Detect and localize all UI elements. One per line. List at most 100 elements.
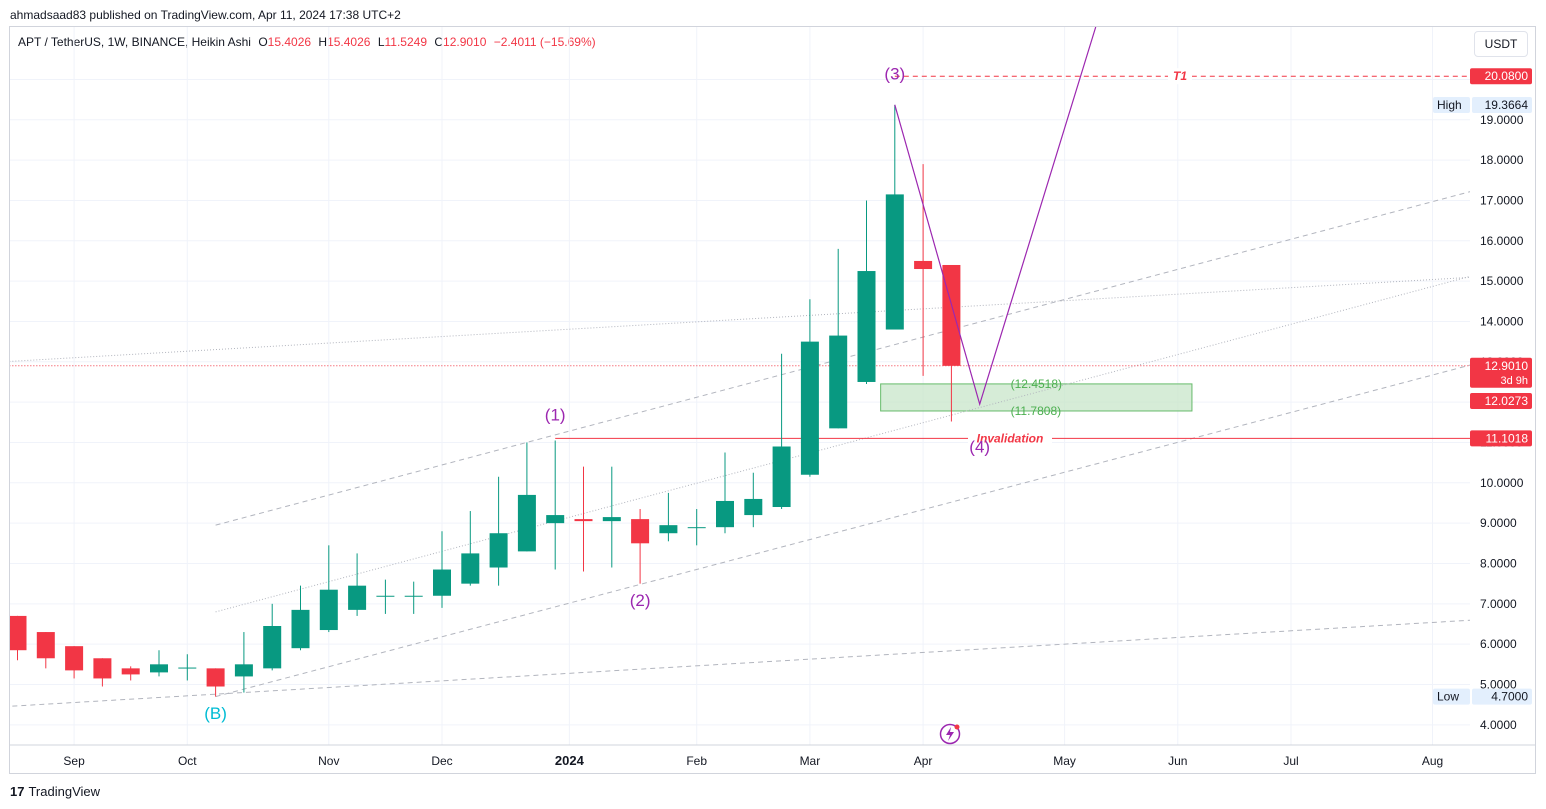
candle [800, 299, 819, 477]
candle-body [602, 517, 621, 522]
candle [10, 615, 27, 661]
price-tag-bg [1470, 393, 1532, 410]
y-tick-label: 5.0000 [1480, 677, 1517, 691]
y-tick-label: 16.0000 [1480, 234, 1524, 248]
trendline [215, 275, 1470, 613]
wave-label: (2) [630, 591, 651, 610]
candle-body [433, 569, 451, 596]
y-tick-label: 9.0000 [1480, 516, 1517, 530]
x-tick-label: Feb [686, 754, 707, 768]
replay-icon-bolt [946, 727, 954, 741]
candle-body [517, 494, 536, 552]
candle-body [716, 500, 734, 528]
y-tick-label: 15.0000 [1480, 274, 1524, 288]
level-label-bg [968, 430, 1052, 447]
candle-body [206, 668, 225, 687]
candle [857, 200, 876, 384]
symbol-legend: APT / TetherUS, 1W, BINANCE, Heikin Ashi… [18, 35, 596, 49]
candle-body [800, 341, 819, 475]
chart-frame [9, 26, 1536, 774]
replay-lightning-icon [939, 723, 961, 745]
candle-body [744, 498, 763, 516]
candle-body [659, 525, 678, 534]
ohlc-low: L11.5249 [377, 35, 427, 49]
candle-body [36, 632, 55, 659]
candle [602, 466, 621, 568]
x-tick-label: Dec [431, 754, 452, 768]
candle-body [829, 335, 848, 429]
plot-area: (12.4518) (11.7808) T1 Invalidation (B) (1) (2… [10, 27, 1470, 745]
y-tick-label: 18.0000 [1480, 153, 1524, 167]
candle-body [291, 609, 310, 649]
candle [234, 632, 253, 693]
candle-body [263, 626, 282, 669]
candle [772, 353, 791, 510]
x-tick-label: Jul [1283, 754, 1298, 768]
y-tick-label: 6.0000 [1480, 637, 1517, 651]
candle-body [121, 668, 140, 675]
candle [687, 509, 706, 546]
candle-body [885, 194, 904, 330]
candle [178, 654, 197, 681]
y-tick-label: 19.0000 [1480, 113, 1524, 127]
ohlc-change: −2.4011 (−15.69%) [493, 35, 596, 49]
y-tick-label: 8.0000 [1480, 556, 1517, 570]
footer-brand: TradingView [28, 784, 101, 799]
candle [36, 632, 55, 669]
level-label-t1: T1 [1173, 69, 1187, 83]
wave-label: (3) [884, 64, 905, 83]
wave-label: (B) [204, 704, 227, 723]
replay-icon-dot [954, 724, 960, 730]
zone-bottom-label: (11.7808) [1011, 404, 1061, 418]
replay-icon-ring [939, 723, 961, 745]
y-tick-label: 10.0000 [1480, 476, 1524, 490]
zone-top-label: (12.4518) [1011, 377, 1062, 391]
candle-body [461, 553, 480, 584]
candle-body [857, 271, 876, 382]
y-tick-label: 17.0000 [1480, 193, 1524, 207]
candle-body [376, 595, 395, 597]
x-tick-label: 2024 [555, 753, 585, 768]
x-tick-label: May [1053, 754, 1076, 768]
candle [433, 531, 451, 608]
candle [716, 452, 734, 534]
candle-body [631, 519, 650, 544]
hl-tag-bg [1433, 96, 1470, 113]
price-tag-label: 20.0800 [1485, 69, 1529, 83]
trendline [215, 364, 1470, 698]
y-tick-label: 14.0000 [1480, 314, 1524, 328]
candle [461, 511, 480, 586]
candle-body [546, 515, 565, 524]
candle-body [914, 260, 933, 270]
level-label-bg [1168, 68, 1192, 85]
symbol-description[interactable]: APT / TetherUS, 1W, BINANCE, Heikin Ashi [18, 35, 251, 49]
hl-value-label: 4.7000 [1491, 690, 1528, 704]
candle-body [178, 667, 197, 669]
candle-body [404, 595, 423, 597]
candle [291, 585, 310, 651]
candle [546, 440, 565, 570]
y-tick-label: 7.0000 [1480, 597, 1517, 611]
trendline [10, 619, 1470, 707]
price-tag-label: 11.1018 [1486, 431, 1529, 445]
hl-value-label: 19.3664 [1485, 98, 1529, 112]
candle [574, 466, 593, 572]
x-tick-label: Aug [1422, 754, 1443, 768]
price-tag-bg [1470, 68, 1532, 85]
candle [631, 509, 650, 584]
trendline [10, 276, 1470, 362]
candle [829, 248, 848, 429]
candle [914, 164, 933, 376]
hl-value-bg [1472, 96, 1532, 113]
y-tick-label: 4.0000 [1480, 718, 1517, 732]
x-tick-label: Apr [914, 754, 933, 768]
candle [659, 492, 678, 542]
currency-button[interactable]: USDT [1474, 31, 1528, 57]
target-zone [880, 383, 1193, 412]
x-tick-label: Sep [63, 754, 85, 768]
wave-projection-line [894, 27, 1097, 407]
candle-body [319, 589, 338, 631]
hl-tag-label: High [1437, 98, 1462, 112]
wave-label: (4) [969, 438, 990, 457]
